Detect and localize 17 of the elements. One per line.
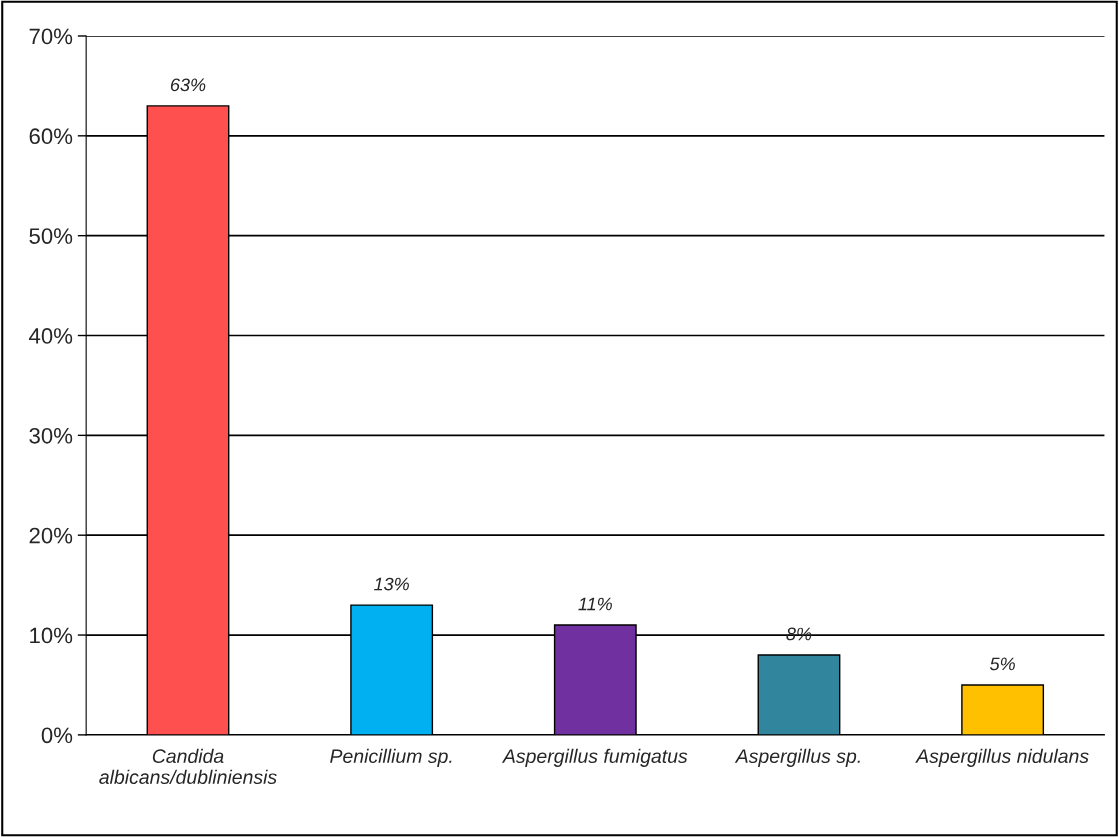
data-label: 11% <box>578 597 612 611</box>
data-label: 63% <box>170 78 206 92</box>
x-tick-label: Aspergillus nidulans <box>915 748 1089 767</box>
y-tick-label: 10% <box>30 627 73 644</box>
x-tick-label: Candida albicans/dubliniensis <box>99 748 277 785</box>
x-tick-label: Aspergillus sp. <box>734 748 860 767</box>
y-tick-label: 60% <box>29 128 73 145</box>
x-tick-label: Aspergillus fumigatus <box>501 748 688 767</box>
y-tick-label: 0% <box>41 727 73 744</box>
y-tick-label: 70% <box>29 28 73 45</box>
y-tick-label: 20% <box>29 527 73 544</box>
y-tick-label: 50% <box>29 228 73 244</box>
x-tick-label: Penicillium sp. <box>330 748 452 767</box>
y-tick-label: 30% <box>29 427 73 444</box>
y-tick-label: 40% <box>29 328 73 344</box>
data-label: 5% <box>989 657 1015 671</box>
data-label: 13% <box>374 577 409 591</box>
